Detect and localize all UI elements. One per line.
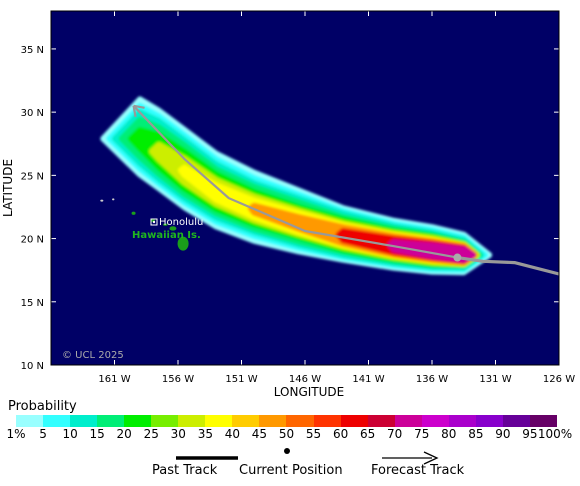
forecast-track-label: Forecast Track: [371, 463, 465, 478]
legend-tick-label: 70: [387, 427, 403, 441]
islands-label: Hawaiian Is.: [132, 230, 201, 241]
forecast-arrow: [132, 104, 145, 118]
legend-tick-label: 75: [414, 427, 430, 441]
island: [177, 236, 189, 251]
legend-tick-label: 55: [305, 427, 322, 441]
legend-tick-label: 1%: [6, 427, 26, 441]
legend-tick-label: 10: [62, 427, 78, 441]
legend-swatch: [313, 415, 341, 427]
forecast-arrow-head: [423, 451, 439, 465]
lat-label: 10 N: [21, 361, 44, 372]
x-axis-title: LONGITUDE: [274, 385, 344, 399]
legend-swatch: [394, 415, 422, 427]
lon-label: 141 W: [352, 374, 384, 385]
legend-tick-label: 40: [224, 427, 241, 441]
island: [100, 199, 104, 202]
current-position-marker: [453, 253, 462, 262]
legend-tick-label: 90: [495, 427, 511, 441]
track-key: [176, 448, 439, 465]
legend-swatch: [421, 415, 449, 427]
legend-tick-label: 80: [441, 427, 457, 441]
lat-label: 30 N: [21, 108, 44, 119]
legend-swatch: [43, 415, 71, 427]
legend-tick-label: 100%: [537, 427, 573, 441]
island: [169, 226, 177, 231]
storm-tracks: [132, 104, 559, 276]
legend-swatch: [16, 415, 44, 427]
probability-map: Honolulu Hawaiian Is. © UCL 2025 35 N 30 …: [1, 10, 575, 399]
legend-tick-label: 60: [332, 427, 349, 441]
legend-swatch: [286, 415, 314, 427]
legend-tick-label: 15: [89, 427, 105, 441]
ocean-background: [51, 11, 559, 365]
legend-color-bar: [16, 415, 557, 427]
map-frame: [50, 10, 560, 366]
legend-swatch: [502, 415, 530, 427]
legend-swatch: [70, 415, 98, 427]
legend-tick-label: 35: [197, 427, 213, 441]
legend-tick-label: 95: [522, 427, 538, 441]
current-position-symbol: [284, 448, 290, 454]
legend-swatch: [97, 415, 125, 427]
legend-swatch: [232, 415, 260, 427]
lon-label: 126 W: [543, 374, 575, 385]
legend-swatch: [205, 415, 233, 427]
legend-swatch: [529, 415, 557, 427]
legend-tick-label: 85: [468, 427, 484, 441]
legend-swatch: [340, 415, 368, 427]
lon-label: 161 W: [98, 374, 130, 385]
legend-tick-label: 45: [251, 427, 268, 441]
lat-label: 15 N: [21, 298, 44, 309]
lat-label: 25 N: [21, 171, 44, 182]
y-axis-title: LATITUDE: [1, 159, 15, 217]
island: [112, 198, 115, 201]
lon-label: 146 W: [289, 374, 321, 385]
legend-swatch: [448, 415, 476, 427]
lat-label: 35 N: [21, 45, 44, 56]
lon-label: 156 W: [162, 374, 194, 385]
legend-tick-label: 20: [116, 427, 132, 441]
legend-swatch: [151, 415, 179, 427]
legend-swatch: [124, 415, 152, 427]
legend-tick-label: 50: [278, 427, 295, 441]
lon-label: 131 W: [479, 374, 511, 385]
lat-label: 20 N: [21, 235, 44, 246]
island: [131, 211, 136, 215]
legend-tick-label: 30: [170, 427, 186, 441]
forecast-track: [132, 105, 458, 259]
honolulu-marker: [150, 218, 158, 226]
legend-swatch: [259, 415, 287, 427]
copyright-label: © UCL 2025: [62, 350, 124, 361]
legend-swatch: [178, 415, 206, 427]
legend-swatch: [475, 415, 503, 427]
past-track-label: Past Track: [152, 463, 218, 478]
past-track: [457, 255, 559, 276]
legend-title: Probability: [8, 399, 77, 414]
legend-tick-label: 25: [143, 427, 159, 441]
legend-swatch: [367, 415, 395, 427]
current-position-label: Current Position: [239, 463, 343, 478]
lon-label: 151 W: [225, 374, 257, 385]
longitude-tick-labels: 161 W 156 W 151 W 146 W 141 W 136 W 131 W 126 W: [98, 374, 575, 385]
legend-tick-label: 5: [39, 427, 47, 441]
city-label: Honolulu: [159, 217, 203, 228]
lon-label: 136 W: [416, 374, 448, 385]
island: [163, 223, 168, 226]
latitude-tick-labels: 35 N 30 N 25 N 20 N 15 N 10 N: [21, 45, 44, 372]
legend-tick-label: 65: [360, 427, 376, 441]
